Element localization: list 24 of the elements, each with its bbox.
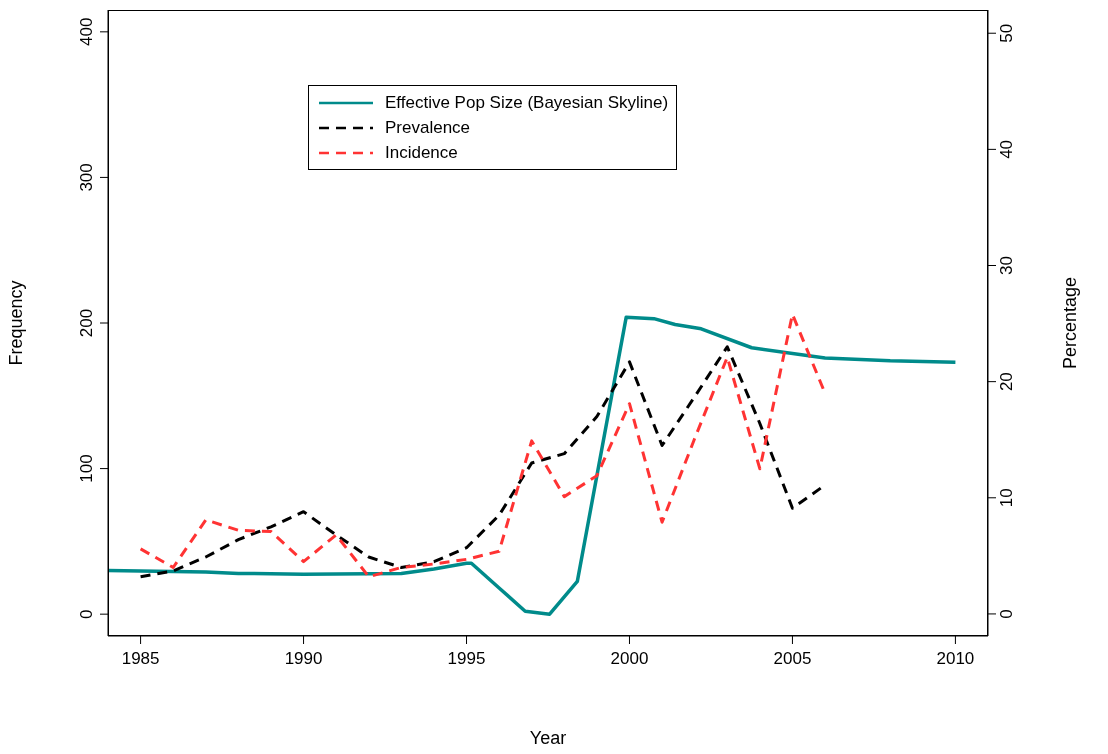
y2-tick-label: 40	[997, 139, 1016, 159]
y-tick-label: 300	[77, 163, 96, 192]
legend-label: Effective Pop Size (Bayesian Skyline)	[385, 92, 669, 113]
y2-tick-label: 50	[997, 23, 1016, 43]
y2-tick-label: 0	[997, 609, 1016, 619]
x-tick-label: 2000	[610, 649, 649, 669]
y-tick-label: 200	[77, 308, 96, 338]
legend-label: Prevalence	[385, 117, 471, 138]
y2-tick-label: 30	[997, 256, 1016, 275]
y-tick-label: 0	[77, 609, 96, 619]
y-tick-label: 100	[77, 454, 96, 483]
y2-tick-label: 10	[997, 488, 1016, 508]
y2-axis-title: Percentage	[1060, 276, 1080, 370]
x-tick-label: 1990	[284, 649, 323, 669]
x-tick-label: 1985	[121, 649, 160, 669]
y-axis-title: Frequency	[6, 280, 27, 366]
y2-tick-label: 20	[997, 372, 1016, 392]
x-axis-title: Year	[529, 728, 567, 748]
x-tick-label: 2010	[936, 649, 975, 669]
y-tick-label: 400	[77, 17, 96, 47]
x-tick-label: 1995	[447, 649, 486, 669]
x-tick-label: 2005	[773, 649, 812, 669]
line-series	[108, 315, 958, 616]
legend-label: Incidence	[385, 142, 458, 163]
